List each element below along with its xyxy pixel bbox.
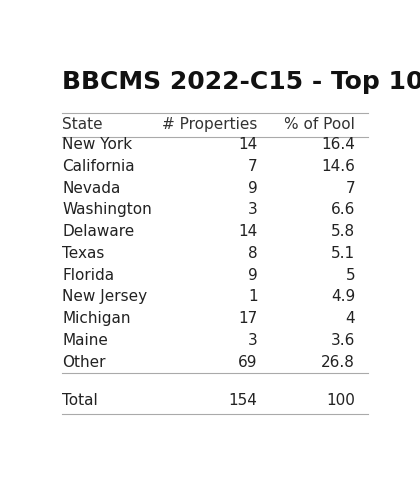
Text: Total: Total xyxy=(62,393,98,408)
Text: California: California xyxy=(62,159,135,174)
Text: 154: 154 xyxy=(229,393,257,408)
Text: 14.6: 14.6 xyxy=(321,159,355,174)
Text: Florida: Florida xyxy=(62,268,114,282)
Text: # Properties: # Properties xyxy=(162,116,257,131)
Text: Michigan: Michigan xyxy=(62,311,131,326)
Text: 9: 9 xyxy=(248,268,257,282)
Text: 5.1: 5.1 xyxy=(331,246,355,261)
Text: 5: 5 xyxy=(346,268,355,282)
Text: 1: 1 xyxy=(248,289,257,304)
Text: 6.6: 6.6 xyxy=(331,203,355,217)
Text: 8: 8 xyxy=(248,246,257,261)
Text: 4: 4 xyxy=(346,311,355,326)
Text: 3.6: 3.6 xyxy=(331,333,355,348)
Text: State: State xyxy=(62,116,103,131)
Text: 14: 14 xyxy=(238,224,257,239)
Text: 3: 3 xyxy=(248,333,257,348)
Text: 26.8: 26.8 xyxy=(321,355,355,370)
Text: 3: 3 xyxy=(248,203,257,217)
Text: BBCMS 2022-C15 - Top 10 States: BBCMS 2022-C15 - Top 10 States xyxy=(62,70,420,94)
Text: 16.4: 16.4 xyxy=(321,137,355,152)
Text: Delaware: Delaware xyxy=(62,224,134,239)
Text: 9: 9 xyxy=(248,181,257,196)
Text: Nevada: Nevada xyxy=(62,181,121,196)
Text: 69: 69 xyxy=(238,355,257,370)
Text: % of Pool: % of Pool xyxy=(284,116,355,131)
Text: New Jersey: New Jersey xyxy=(62,289,147,304)
Text: 7: 7 xyxy=(346,181,355,196)
Text: 4.9: 4.9 xyxy=(331,289,355,304)
Text: 17: 17 xyxy=(238,311,257,326)
Text: New York: New York xyxy=(62,137,132,152)
Text: Other: Other xyxy=(62,355,106,370)
Text: 5.8: 5.8 xyxy=(331,224,355,239)
Text: Texas: Texas xyxy=(62,246,105,261)
Text: Maine: Maine xyxy=(62,333,108,348)
Text: 7: 7 xyxy=(248,159,257,174)
Text: Washington: Washington xyxy=(62,203,152,217)
Text: 14: 14 xyxy=(238,137,257,152)
Text: 100: 100 xyxy=(326,393,355,408)
